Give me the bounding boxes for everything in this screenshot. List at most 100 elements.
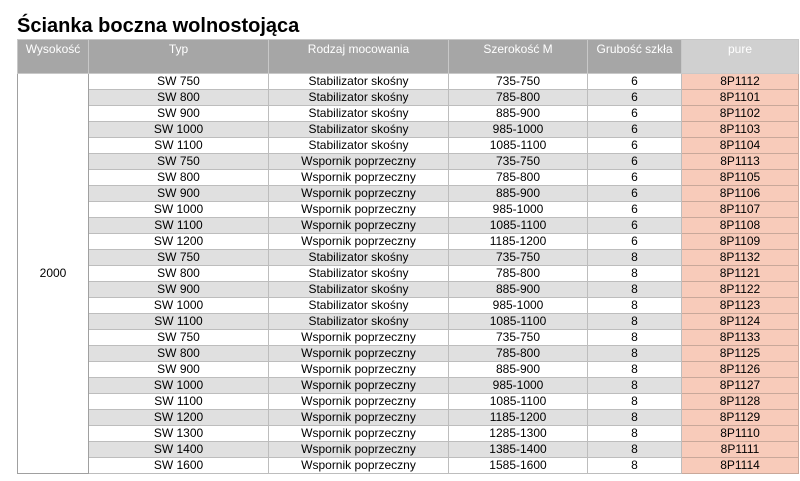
cell-pure: 8P1107 (681, 201, 799, 218)
cell-pure: 8P1102 (681, 105, 799, 122)
cell-mount-type: Stabilizator skośny (268, 265, 449, 282)
cell-width: 885-900 (448, 281, 588, 298)
cell-glass-thickness: 8 (587, 249, 682, 266)
cell-glass-thickness: 8 (587, 393, 682, 410)
cell-width: 1185-1200 (448, 409, 588, 426)
table-row: SW 1100 Wspornik poprzeczny 1085-1100 8 8P11… (18, 393, 799, 410)
cell-width: 735-750 (448, 153, 588, 170)
cell-pure: 8P1122 (681, 281, 799, 298)
header-width: Szerokość M (448, 39, 588, 74)
table-row: SW 900 Wspornik poprzeczny 885-900 8 8P1126 (18, 361, 799, 378)
cell-type: SW 900 (88, 281, 269, 298)
cell-type: SW 900 (88, 105, 269, 122)
table-row: SW 1100 Wspornik poprzeczny 1085-1100 6 8P11… (18, 217, 799, 234)
cell-type: SW 1000 (88, 201, 269, 218)
cell-glass-thickness: 8 (587, 361, 682, 378)
cell-glass-thickness: 8 (587, 425, 682, 442)
table-row: SW 1300 Wspornik poprzeczny 1285-1300 8 8P11… (18, 425, 799, 442)
cell-width: 785-800 (448, 89, 588, 106)
cell-width: 1085-1100 (448, 393, 588, 410)
cell-width: 885-900 (448, 105, 588, 122)
cell-glass-thickness: 8 (587, 441, 682, 458)
cell-type: SW 800 (88, 265, 269, 282)
table-row: SW 1000 Stabilizator skośny 985-1000 8 8P112… (18, 297, 799, 314)
cell-pure: 8P1104 (681, 137, 799, 154)
cell-mount-type: Wspornik poprzeczny (268, 425, 449, 442)
cell-width: 1385-1400 (448, 441, 588, 458)
cell-mount-type: Wspornik poprzeczny (268, 345, 449, 362)
cell-mount-type: Stabilizator skośny (268, 249, 449, 266)
cell-width: 735-750 (448, 329, 588, 346)
cell-width: 785-800 (448, 169, 588, 186)
cell-type: SW 1200 (88, 233, 269, 250)
table-row: SW 800 Wspornik poprzeczny 785-800 8 8P1125 (18, 345, 799, 362)
cell-glass-thickness: 8 (587, 329, 682, 346)
cell-type: SW 800 (88, 89, 269, 106)
cell-pure: 8P1101 (681, 89, 799, 106)
table-row: SW 1200 Wspornik poprzeczny 1185-1200 6 8P11… (18, 233, 799, 250)
cell-mount-type: Wspornik poprzeczny (268, 457, 449, 474)
cell-glass-thickness: 8 (587, 457, 682, 474)
cell-glass-thickness: 6 (587, 153, 682, 170)
cell-width: 785-800 (448, 265, 588, 282)
cell-type: SW 1000 (88, 297, 269, 314)
cell-type: SW 1000 (88, 377, 269, 394)
table-row: SW 1200 Wspornik poprzeczny 1185-1200 8 8P11… (18, 409, 799, 426)
cell-mount-type: Wspornik poprzeczny (268, 217, 449, 234)
cell-glass-thickness: 8 (587, 377, 682, 394)
cell-width: 735-750 (448, 249, 588, 266)
table-row: SW 1400 Wspornik poprzeczny 1385-1400 8 8P11… (18, 441, 799, 458)
cell-glass-thickness: 8 (587, 297, 682, 314)
cell-type: SW 750 (88, 153, 269, 170)
cell-pure: 8P1128 (681, 393, 799, 410)
header-height: Wysokość (17, 39, 89, 74)
table-row: SW 1100 Stabilizator skośny 1085-1100 8 8P11… (18, 313, 799, 330)
cell-pure: 8P1105 (681, 169, 799, 186)
cell-glass-thickness: 8 (587, 281, 682, 298)
cell-width: 985-1000 (448, 377, 588, 394)
cell-type: SW 900 (88, 185, 269, 202)
cell-mount-type: Wspornik poprzeczny (268, 329, 449, 346)
cell-mount-type: Stabilizator skośny (268, 105, 449, 122)
cell-pure: 8P1133 (681, 329, 799, 346)
cell-pure: 8P1124 (681, 313, 799, 330)
cell-glass-thickness: 6 (587, 105, 682, 122)
table-row: SW 900 Wspornik poprzeczny 885-900 6 8P1106 (18, 185, 799, 202)
cell-type: SW 1400 (88, 441, 269, 458)
cell-type: SW 750 (88, 249, 269, 266)
cell-width: 735-750 (448, 73, 588, 90)
cell-width: 1285-1300 (448, 425, 588, 442)
cell-pure: 8P1110 (681, 425, 799, 442)
cell-glass-thickness: 6 (587, 73, 682, 90)
cell-type: SW 1100 (88, 137, 269, 154)
cell-mount-type: Stabilizator skośny (268, 73, 449, 90)
cell-mount-type: Wspornik poprzeczny (268, 409, 449, 426)
cell-glass-thickness: 6 (587, 137, 682, 154)
cell-mount-type: Wspornik poprzeczny (268, 153, 449, 170)
cell-width: 1585-1600 (448, 457, 588, 474)
cell-type: SW 750 (88, 329, 269, 346)
cell-glass-thickness: 6 (587, 217, 682, 234)
table-row: SW 750 Wspornik poprzeczny 735-750 6 8P1113 (18, 153, 799, 170)
product-table: Wysokość Typ Rodzaj mocowania Szerokość … (17, 39, 799, 474)
cell-width: 885-900 (448, 361, 588, 378)
cell-pure: 8P1109 (681, 233, 799, 250)
cell-pure: 8P1132 (681, 249, 799, 266)
table-row: SW 1000 Wspornik poprzeczny 985-1000 8 8P112… (18, 377, 799, 394)
table-row: SW 900 Stabilizator skośny 885-900 6 8P1102 (18, 105, 799, 122)
table-row: SW 1000 Stabilizator skośny 985-1000 6 8P110… (18, 121, 799, 138)
cell-type: SW 1200 (88, 409, 269, 426)
cell-width: 985-1000 (448, 297, 588, 314)
cell-width: 985-1000 (448, 201, 588, 218)
header-type: Typ (88, 39, 269, 74)
cell-pure: 8P1111 (681, 441, 799, 458)
table-row: SW 800 Stabilizator skośny 785-800 6 8P1101 (18, 89, 799, 106)
cell-pure: 8P1112 (681, 73, 799, 90)
cell-type: SW 1000 (88, 121, 269, 138)
table-row: SW 800 Wspornik poprzeczny 785-800 6 8P1105 (18, 169, 799, 186)
cell-mount-type: Stabilizator skośny (268, 89, 449, 106)
cell-glass-thickness: 8 (587, 345, 682, 362)
table-row: SW 1100 Stabilizator skośny 1085-1100 6 8P11… (18, 137, 799, 154)
cell-width: 1085-1100 (448, 137, 588, 154)
cell-glass-thickness: 6 (587, 121, 682, 138)
